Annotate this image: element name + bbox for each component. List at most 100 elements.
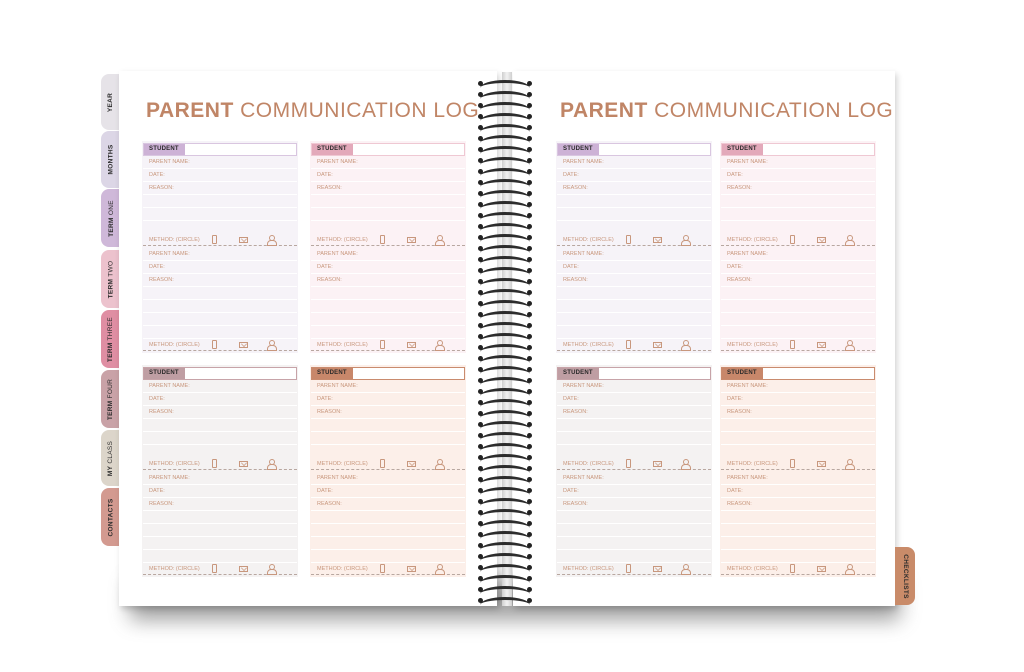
reason-line[interactable] <box>721 511 875 524</box>
date-field[interactable]: DATE: <box>143 261 297 274</box>
parent-name-field[interactable]: PARENT NAME: <box>721 156 875 169</box>
phone-icon[interactable] <box>212 459 217 468</box>
student-field[interactable]: STUDENT <box>721 367 875 380</box>
parent-name-field[interactable]: PARENT NAME: <box>557 472 711 485</box>
parent-name-field[interactable]: PARENT NAME: <box>721 472 875 485</box>
parent-name-field[interactable]: PARENT NAME: <box>721 248 875 261</box>
tab-term-three[interactable]: TERM THREE <box>101 310 121 368</box>
mail-icon[interactable] <box>407 237 416 243</box>
parent-name-field[interactable]: PARENT NAME: <box>311 380 465 393</box>
student-field[interactable]: STUDENT <box>143 143 297 156</box>
reason-line[interactable] <box>721 550 875 563</box>
date-field[interactable]: DATE: <box>311 169 465 182</box>
reason-line[interactable] <box>557 300 711 313</box>
reason-line[interactable] <box>721 419 875 432</box>
date-field[interactable]: DATE: <box>143 169 297 182</box>
phone-icon[interactable] <box>626 459 631 468</box>
reason-field[interactable]: REASON: <box>721 274 875 287</box>
reason-line[interactable] <box>143 195 297 208</box>
phone-icon[interactable] <box>380 340 385 349</box>
reason-line[interactable] <box>143 287 297 300</box>
reason-line[interactable] <box>557 537 711 550</box>
date-field[interactable]: DATE: <box>557 485 711 498</box>
mail-icon[interactable] <box>239 342 248 348</box>
tab-checklists[interactable]: CHECKLISTS <box>895 547 915 605</box>
reason-line[interactable] <box>143 524 297 537</box>
parent-name-field[interactable]: PARENT NAME: <box>311 156 465 169</box>
phone-icon[interactable] <box>626 340 631 349</box>
date-field[interactable]: DATE: <box>557 261 711 274</box>
date-field[interactable]: DATE: <box>721 485 875 498</box>
reason-line[interactable] <box>557 432 711 445</box>
reason-line[interactable] <box>311 550 465 563</box>
mail-icon[interactable] <box>407 566 416 572</box>
mail-icon[interactable] <box>239 566 248 572</box>
reason-line[interactable] <box>557 208 711 221</box>
reason-line[interactable] <box>721 524 875 537</box>
date-field[interactable]: DATE: <box>721 169 875 182</box>
reason-line[interactable] <box>311 300 465 313</box>
person-icon[interactable] <box>435 340 445 351</box>
reason-field[interactable]: REASON: <box>143 406 297 419</box>
reason-field[interactable]: REASON: <box>557 406 711 419</box>
reason-line[interactable] <box>557 524 711 537</box>
reason-field[interactable]: REASON: <box>143 498 297 511</box>
phone-icon[interactable] <box>212 564 217 573</box>
parent-name-field[interactable]: PARENT NAME: <box>557 248 711 261</box>
mail-icon[interactable] <box>653 566 662 572</box>
person-icon[interactable] <box>681 564 691 575</box>
reason-field[interactable]: REASON: <box>143 182 297 195</box>
phone-icon[interactable] <box>626 564 631 573</box>
reason-field[interactable]: REASON: <box>311 274 465 287</box>
reason-line[interactable] <box>311 326 465 339</box>
mail-icon[interactable] <box>239 461 248 467</box>
mail-icon[interactable] <box>817 237 826 243</box>
reason-field[interactable]: REASON: <box>557 274 711 287</box>
reason-line[interactable] <box>721 208 875 221</box>
reason-line[interactable] <box>721 287 875 300</box>
student-field[interactable]: STUDENT <box>143 367 297 380</box>
reason-line[interactable] <box>311 432 465 445</box>
person-icon[interactable] <box>267 459 277 470</box>
date-field[interactable]: DATE: <box>311 261 465 274</box>
student-field[interactable]: STUDENT <box>557 143 711 156</box>
phone-icon[interactable] <box>380 459 385 468</box>
date-field[interactable]: DATE: <box>557 393 711 406</box>
person-icon[interactable] <box>435 235 445 246</box>
parent-name-field[interactable]: PARENT NAME: <box>311 472 465 485</box>
date-field[interactable]: DATE: <box>311 393 465 406</box>
phone-icon[interactable] <box>790 340 795 349</box>
reason-line[interactable] <box>557 419 711 432</box>
reason-line[interactable] <box>721 195 875 208</box>
mail-icon[interactable] <box>239 237 248 243</box>
phone-icon[interactable] <box>790 564 795 573</box>
reason-line[interactable] <box>143 419 297 432</box>
reason-line[interactable] <box>311 208 465 221</box>
tab-year[interactable]: YEAR <box>101 74 121 130</box>
reason-line[interactable] <box>557 313 711 326</box>
mail-icon[interactable] <box>407 461 416 467</box>
reason-line[interactable] <box>311 313 465 326</box>
reason-line[interactable] <box>721 313 875 326</box>
mail-icon[interactable] <box>653 237 662 243</box>
reason-line[interactable] <box>557 195 711 208</box>
parent-name-field[interactable]: PARENT NAME: <box>721 380 875 393</box>
reason-line[interactable] <box>557 326 711 339</box>
reason-line[interactable] <box>143 432 297 445</box>
reason-line[interactable] <box>311 537 465 550</box>
parent-name-field[interactable]: PARENT NAME: <box>311 248 465 261</box>
date-field[interactable]: DATE: <box>721 261 875 274</box>
reason-line[interactable] <box>311 195 465 208</box>
reason-line[interactable] <box>311 419 465 432</box>
phone-icon[interactable] <box>212 235 217 244</box>
person-icon[interactable] <box>845 235 855 246</box>
date-field[interactable]: DATE: <box>557 169 711 182</box>
reason-line[interactable] <box>721 326 875 339</box>
date-field[interactable]: DATE: <box>311 485 465 498</box>
reason-line[interactable] <box>721 432 875 445</box>
reason-line[interactable] <box>143 511 297 524</box>
tab-months[interactable]: MONTHS <box>101 131 121 188</box>
person-icon[interactable] <box>845 459 855 470</box>
reason-line[interactable] <box>311 511 465 524</box>
parent-name-field[interactable]: PARENT NAME: <box>143 156 297 169</box>
